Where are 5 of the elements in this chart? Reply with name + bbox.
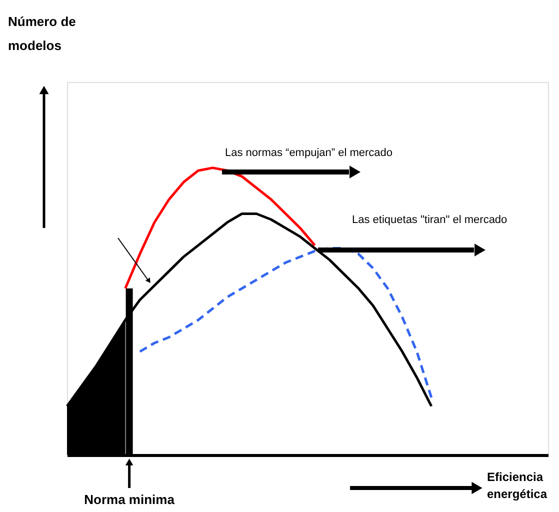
annotation: Las etiquetas "tiran" el mercado (352, 214, 508, 226)
text: Número de modelos (8, 14, 76, 53)
text: Las normas “empujan” el mercado (225, 147, 393, 159)
x-axis-title: Eficiencia energética (487, 470, 548, 501)
text: Norma minima (84, 492, 176, 507)
